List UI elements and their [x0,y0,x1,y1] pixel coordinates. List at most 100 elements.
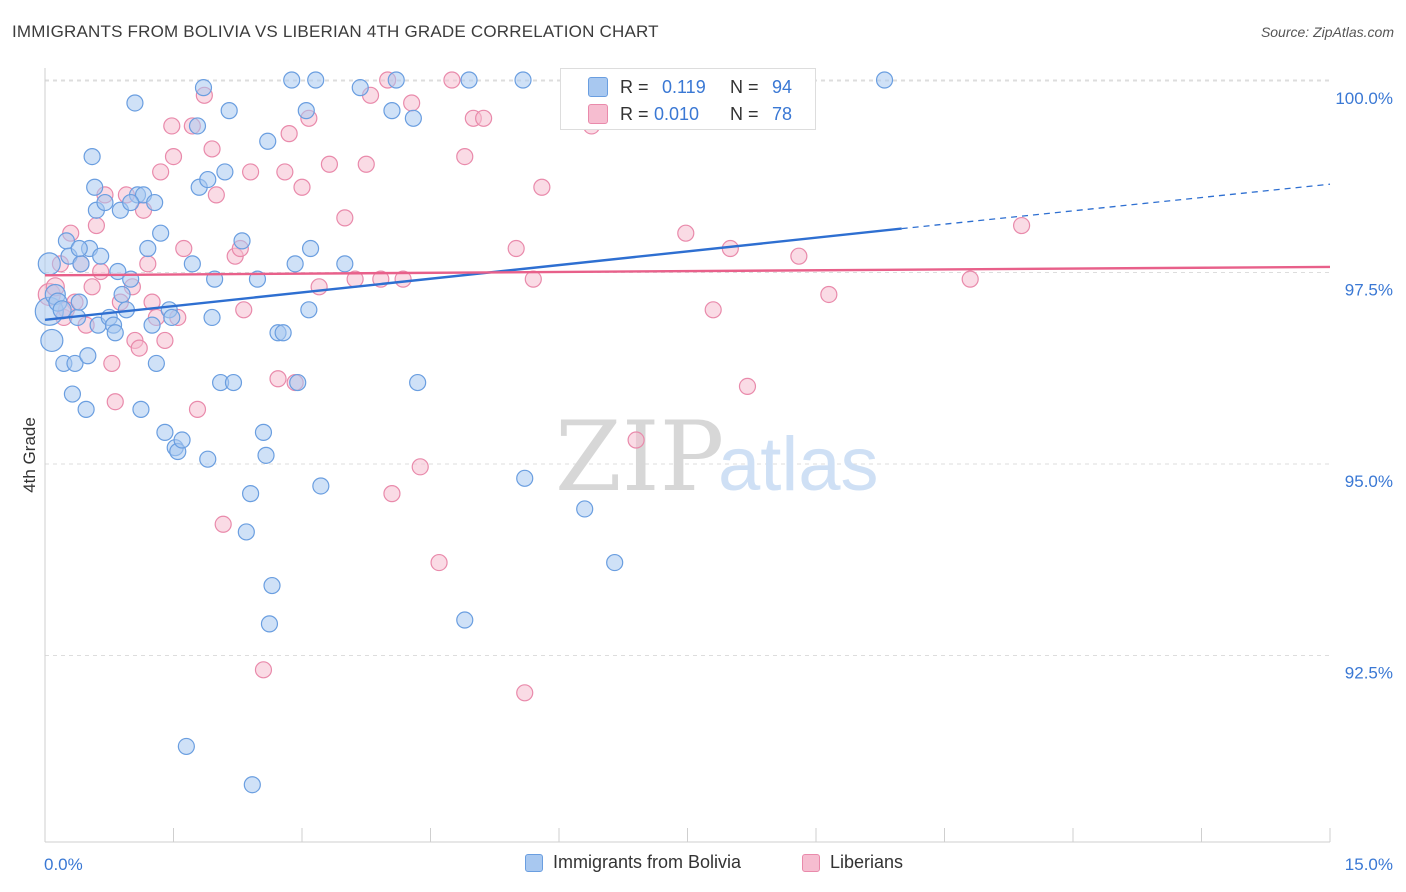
bolivia-point [132,400,150,418]
bolivia-point [194,79,213,97]
liberians-point [533,178,551,196]
liberians-point [106,393,124,411]
liberians-point [152,163,170,181]
liberians-point [87,216,106,235]
watermark-atlas: atlas [718,422,879,507]
bolivia-point [79,347,97,365]
bolivia-point [312,477,330,495]
bolivia-point [387,71,405,89]
legend-label-bolivia: Immigrants from Bolivia [553,852,742,872]
liberians-point [820,285,838,304]
liberians-point [103,354,121,373]
liberians-point [403,94,421,112]
r-label: R = [620,103,649,124]
bolivia-point [183,255,201,273]
bolivia-point [516,469,534,487]
stats-row-bolivia: R = 0.119 N = 94 [561,74,815,100]
bolivia-point [86,178,104,196]
bolivia-point [260,615,279,633]
liberians-point [280,125,298,143]
bolivia-point [199,170,217,189]
r-value-liberians: 0.010 [654,103,700,124]
bolivia-point [147,354,165,373]
liberians-point [242,163,260,181]
liberians-point [269,370,287,388]
bolivia-point [126,94,144,112]
y-tick-label: 95.0% [1345,472,1393,491]
bolivia-point [40,328,64,353]
bolivia-point [106,324,124,342]
bolivia-point [72,255,90,273]
bolivia-point [83,148,101,166]
bolivia-point [63,385,82,403]
liberians-point [320,155,339,173]
bolivia-point [409,373,427,392]
liberians-point [92,262,110,281]
liberians-point [383,485,401,503]
bolivia-point [199,450,217,468]
bolivia-point [336,255,354,273]
liberians-point [336,209,354,227]
bolivia-point [283,71,301,89]
liberians-point [293,178,311,196]
liberians-point [276,163,294,181]
liberians-point [1012,216,1031,235]
bolivia-point [286,255,304,273]
liberians-point [203,140,221,158]
series-liberians [37,71,1031,702]
liberians-point [214,515,232,533]
grid-lines [45,79,1330,656]
liberians-point [357,155,375,173]
bolivia-point [297,102,315,120]
bolivia-point [300,301,318,319]
bolivia-point [263,576,281,595]
liberians-point [235,301,253,319]
bolivia-point [259,132,277,150]
liberians-point [443,71,461,89]
bolivia-point [460,71,478,89]
liberians-point [411,458,429,476]
liberians-point [475,109,493,127]
liberians-point [163,117,181,135]
axes [44,68,1331,843]
r-value-bolivia: 0.119 [662,76,706,97]
bolivia-point [456,611,474,629]
bolivia-point [220,102,238,120]
y-tick-label: 97.5% [1345,281,1393,300]
liberians-point [156,331,174,350]
bolivia-point [307,71,325,89]
legend-swatch-bolivia [525,853,543,872]
bolivia-point [113,285,131,304]
n-label: N = [730,76,759,97]
liberians-point [207,186,225,204]
liberians-trend-line [44,265,1331,277]
liberians-point [139,255,157,273]
stats-row-liberians: R = 0.010 N = 78 [561,101,815,127]
legend-item-bolivia[interactable]: Immigrants from Bolivia [525,852,741,873]
liberians-point [188,400,207,418]
bolivia-point [122,193,140,212]
legend-label-liberians: Liberians [830,852,904,872]
bolivia-point [875,71,894,89]
bolivia-point [224,373,243,392]
bolivia-point [606,553,624,572]
liberians-point [677,224,695,242]
bolivia-point [173,431,191,449]
y-tick-label: 100.0% [1335,89,1393,108]
liberians-point [627,431,645,449]
bolivia-point [156,423,174,441]
r-label: R = [620,76,649,97]
stats-legend-box: R = 0.119 N = 94 R = 0.010 N = 78 [560,68,816,130]
bolivia-point [242,485,260,503]
trend-lines [44,183,1331,321]
bolivia-trend-extension [901,183,1331,230]
bolivia-point [289,373,307,392]
liberians-point [83,278,101,296]
watermark-zip: ZIP [555,401,724,513]
bolivia-point [143,316,161,334]
bolivia-point [383,102,401,120]
liberians-point [516,684,534,702]
bolivia-point [163,308,181,327]
legend-item-liberians[interactable]: Liberians [802,852,903,873]
